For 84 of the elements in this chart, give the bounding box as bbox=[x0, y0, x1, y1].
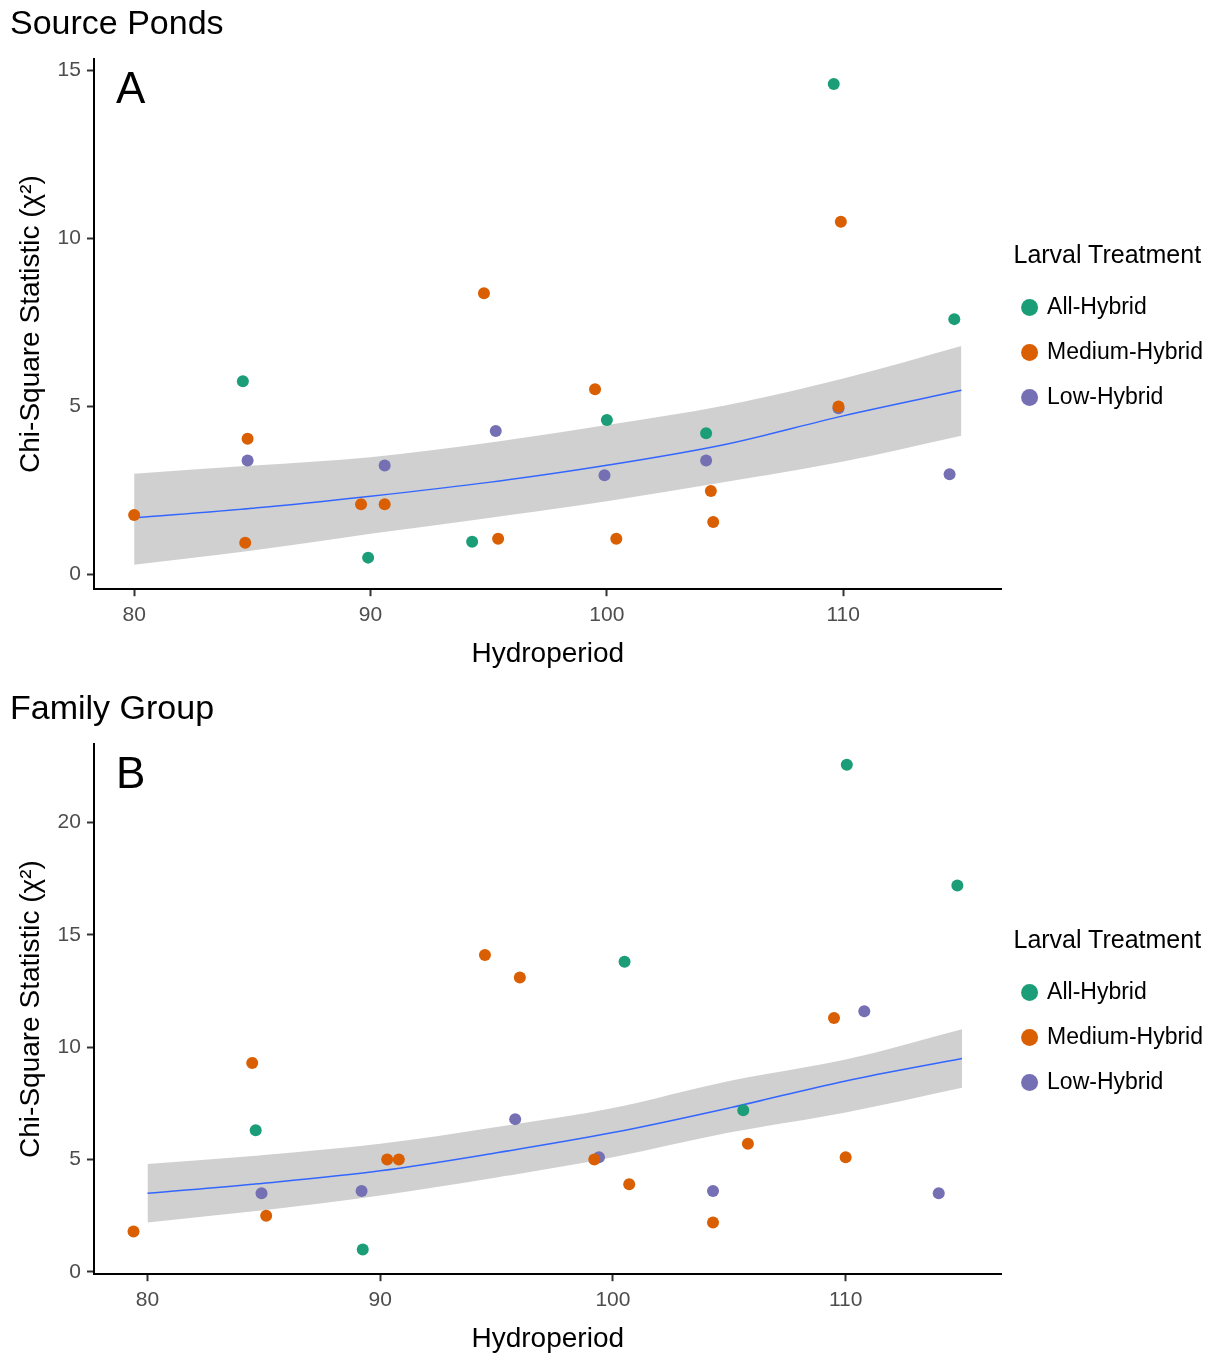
point bbox=[707, 516, 720, 529]
point bbox=[378, 459, 391, 472]
point bbox=[839, 1151, 852, 1164]
y-tick-label: 10 bbox=[57, 1034, 81, 1057]
y-tick-label: 0 bbox=[69, 561, 81, 585]
legend-label: All-Hybrid bbox=[1047, 977, 1147, 1004]
legend-label: Medium-Hybrid bbox=[1047, 337, 1204, 364]
x-axis-title: Hydroperiod bbox=[471, 636, 625, 668]
point bbox=[700, 427, 713, 440]
point bbox=[707, 1216, 719, 1229]
legend-label: Low-Hybrid bbox=[1047, 1067, 1164, 1094]
legend-title: Larval Treatment bbox=[1013, 240, 1202, 269]
point bbox=[127, 1225, 140, 1238]
point bbox=[478, 949, 491, 962]
point bbox=[236, 375, 249, 388]
point bbox=[598, 469, 611, 482]
point bbox=[828, 1011, 841, 1024]
x-tick-label: 110 bbox=[826, 601, 860, 625]
annotation: A bbox=[115, 62, 146, 112]
point bbox=[466, 535, 479, 548]
y-tick-label: 15 bbox=[57, 57, 81, 81]
legend-label: Medium-Hybrid bbox=[1047, 1022, 1204, 1049]
y-tick-label: 20 bbox=[57, 809, 81, 833]
point bbox=[249, 1124, 262, 1137]
x-tick-label: 100 bbox=[595, 1286, 631, 1310]
point bbox=[241, 454, 254, 467]
point bbox=[513, 971, 526, 984]
chart-title: Family Group bbox=[10, 687, 215, 726]
x-axis-title: Hydroperiod bbox=[471, 1321, 625, 1353]
x-tick-label: 110 bbox=[828, 1286, 863, 1310]
point bbox=[355, 498, 368, 511]
point bbox=[477, 287, 490, 300]
y-tick-label: 10 bbox=[57, 225, 81, 249]
point bbox=[588, 1153, 601, 1166]
point bbox=[618, 955, 631, 968]
point bbox=[707, 1185, 719, 1198]
point bbox=[834, 215, 847, 228]
point bbox=[246, 1056, 259, 1069]
chart-title: Source Ponds bbox=[10, 2, 224, 41]
point bbox=[700, 454, 713, 467]
point bbox=[509, 1113, 522, 1126]
y-axis-title: Chi-Square Statistic (χ²) bbox=[13, 860, 45, 1158]
point bbox=[741, 1137, 754, 1150]
point bbox=[840, 758, 853, 771]
point bbox=[948, 313, 961, 326]
x-tick-label: 80 bbox=[122, 601, 146, 625]
point bbox=[239, 536, 252, 549]
x-tick-label: 80 bbox=[135, 1286, 160, 1310]
point bbox=[381, 1153, 394, 1166]
point bbox=[737, 1104, 750, 1117]
y-tick-label: 0 bbox=[69, 1258, 81, 1282]
point bbox=[392, 1153, 405, 1166]
point bbox=[827, 77, 840, 90]
y-axis-title: Chi-Square Statistic (χ²) bbox=[13, 175, 45, 473]
x-tick-label: 90 bbox=[358, 601, 383, 625]
point bbox=[378, 498, 391, 511]
point bbox=[589, 383, 602, 396]
legend-label: Low-Hybrid bbox=[1047, 382, 1164, 409]
point bbox=[128, 508, 141, 521]
x-tick-label: 100 bbox=[589, 601, 625, 625]
y-tick-label: 5 bbox=[69, 1146, 81, 1170]
point bbox=[932, 1187, 945, 1200]
point bbox=[492, 532, 505, 545]
y-tick-label: 5 bbox=[69, 393, 81, 417]
point bbox=[356, 1243, 369, 1256]
point bbox=[858, 1005, 871, 1018]
point bbox=[600, 413, 613, 426]
legend-label: All-Hybrid bbox=[1047, 292, 1147, 319]
point bbox=[610, 532, 623, 545]
point bbox=[241, 432, 254, 445]
point bbox=[951, 879, 964, 892]
point bbox=[943, 468, 956, 481]
x-tick-label: 90 bbox=[368, 1286, 392, 1310]
y-tick-label: 15 bbox=[57, 921, 81, 945]
point bbox=[489, 424, 502, 437]
point bbox=[260, 1209, 273, 1222]
legend-title: Larval Treatment bbox=[1013, 925, 1202, 954]
point bbox=[362, 551, 375, 564]
point bbox=[704, 485, 717, 498]
point bbox=[355, 1185, 368, 1198]
line-series bbox=[146, 1057, 963, 1195]
annotation: B bbox=[115, 747, 146, 797]
point bbox=[255, 1187, 268, 1200]
point bbox=[623, 1178, 636, 1191]
